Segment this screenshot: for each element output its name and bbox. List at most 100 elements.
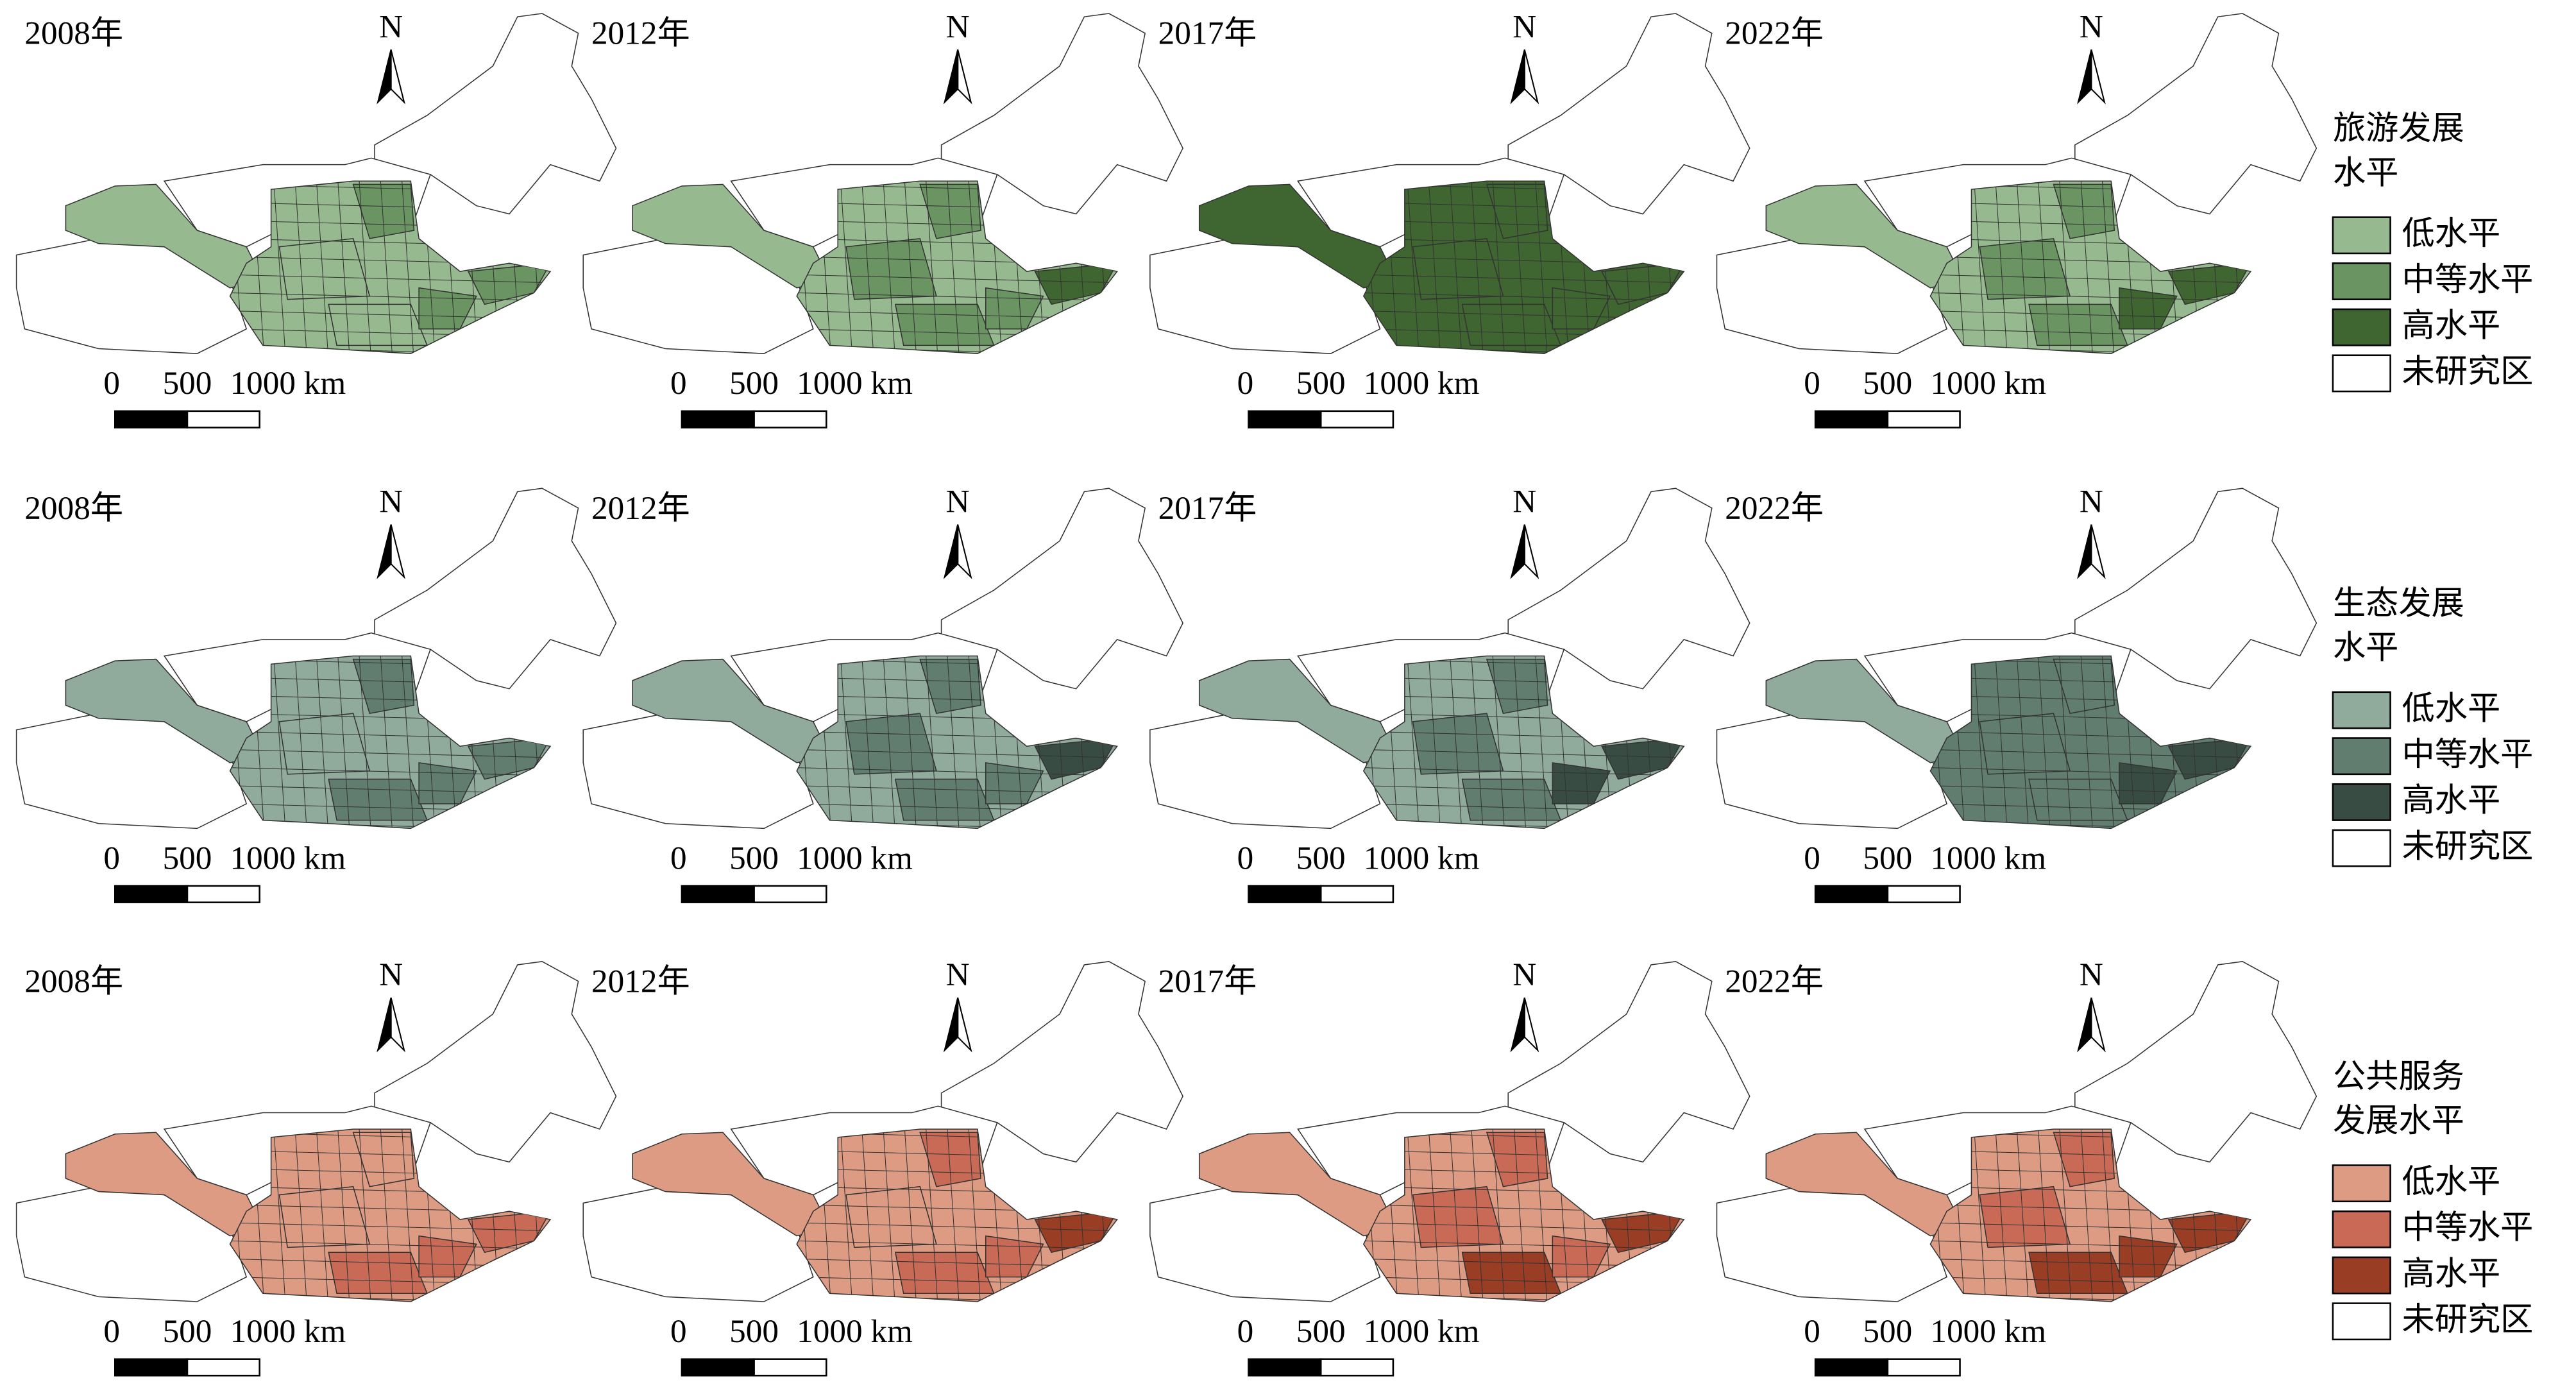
north-arrow: [957, 997, 972, 1053]
border-line: [230, 274, 551, 284]
border-line: [1363, 292, 1684, 302]
study-subregion: [1979, 713, 2071, 775]
border-line: [1405, 1129, 1420, 1302]
year-label: 2022年: [1725, 963, 1824, 999]
border-line: [1363, 749, 1684, 758]
border-line: [1534, 1129, 1548, 1302]
scale-bar: [186, 410, 260, 429]
map-panel: 2017年 N 0 500 1000 km: [1149, 956, 1750, 1377]
border-line: [1363, 767, 1684, 776]
scale-label: 0: [1804, 1313, 1820, 1350]
border-line: [230, 1222, 551, 1232]
unstudied-region: [374, 13, 617, 215]
border-line: [945, 1129, 960, 1302]
border-line: [357, 1129, 372, 1302]
legend-label: 高水平: [2402, 783, 2501, 819]
legend-swatch: [2332, 308, 2391, 346]
border-line: [797, 292, 1117, 302]
scale-label: 500: [729, 1313, 779, 1350]
border-line: [945, 181, 960, 354]
scale-label: 0: [1804, 365, 1820, 402]
scale-bar: [1319, 410, 1394, 429]
border-line: [1930, 749, 2251, 758]
north-arrow: [1523, 524, 1539, 579]
map-panel: 2008年 N 0 500 1000 km: [15, 8, 617, 429]
border-line: [400, 1129, 414, 1302]
study-subregion: [845, 713, 937, 775]
border-line: [400, 181, 414, 354]
border-line: [924, 1129, 938, 1302]
border-line: [1095, 181, 1110, 354]
border-line: [550, 656, 551, 829]
border-line: [1683, 181, 1684, 354]
unstudied-region: [1507, 488, 1750, 690]
border-line: [2079, 1129, 2094, 1302]
scale-label: 1000 km: [1930, 840, 2046, 876]
scale-label: 0: [670, 365, 687, 402]
study-region: [229, 1128, 552, 1302]
border-line: [1534, 181, 1548, 354]
year-label: 2022年: [1725, 490, 1824, 527]
scale-label: 500: [1296, 365, 1346, 402]
border-line: [2079, 181, 2094, 354]
border-line: [903, 1129, 917, 1302]
legend-swatch: [2332, 354, 2391, 393]
map-panel: 2022年 N 0 500 1000 km: [1716, 956, 2318, 1377]
border-line: [967, 1129, 981, 1302]
year-label: 2022年: [1725, 15, 1824, 52]
border-line: [2058, 181, 2072, 354]
scale-label: 500: [729, 365, 779, 402]
scale-label: 500: [163, 840, 212, 876]
map-panel: 2012年 N 0 500 1000 km: [582, 484, 1183, 903]
border-line: [1470, 656, 1484, 829]
north-label: N: [946, 956, 970, 993]
border-line: [839, 656, 853, 829]
border-line: [1491, 1129, 1505, 1302]
scale-bar: [186, 1358, 260, 1377]
unstudied-region: [940, 488, 1183, 690]
study-region: [1929, 1128, 2252, 1302]
scale-label: 1000 km: [1364, 1313, 1480, 1350]
map-panel: 2022年 N 0 500 1000 km: [1716, 8, 2318, 429]
prefecture-borders: [1363, 181, 1684, 354]
scale-bar: [1248, 1358, 1322, 1377]
study-subregion: [1412, 238, 1504, 300]
north-arrow: [1523, 49, 1539, 105]
border-line: [1930, 292, 2251, 302]
border-line: [2229, 1129, 2243, 1302]
scale-label: 500: [1296, 840, 1346, 876]
border-line: [797, 749, 1117, 758]
scale-bar: [1814, 410, 1889, 429]
border-line: [2079, 656, 2094, 829]
scale-bar: [1319, 1358, 1394, 1377]
scale-label: 0: [1804, 840, 1820, 876]
legend-title: 水平: [2333, 155, 2398, 191]
north-arrow: [1510, 997, 1525, 1053]
border-line: [529, 181, 543, 354]
scale-label: 1000 km: [797, 1313, 913, 1350]
border-line: [860, 1129, 875, 1302]
scale-label: 1000 km: [797, 365, 913, 402]
year-label: 2008年: [24, 490, 123, 527]
border-line: [357, 656, 372, 829]
legend-title: 发展水平: [2333, 1103, 2464, 1139]
scale-label: 1000 km: [1364, 365, 1480, 402]
scale-label: 1000 km: [230, 840, 346, 876]
study-region: [796, 1128, 1118, 1302]
year-label: 2017年: [1158, 963, 1257, 999]
north-arrow: [957, 49, 972, 105]
legend-swatch: [2332, 829, 2391, 867]
scale-bar: [1886, 410, 1961, 429]
border-line: [1513, 181, 1527, 354]
border-line: [2015, 656, 2029, 829]
legend-label: 低水平: [2402, 690, 2501, 727]
north-arrow: [943, 49, 959, 105]
scale-label: 0: [1237, 1313, 1254, 1350]
legend-swatch: [2332, 1256, 2391, 1295]
map-panel: 2012年 N 0 500 1000 km: [582, 8, 1183, 429]
scale-label: 0: [670, 840, 687, 876]
study-subregion: [2167, 1211, 2251, 1254]
year-label: 2017年: [1158, 15, 1257, 52]
border-line: [1534, 656, 1548, 829]
border-line: [550, 1129, 551, 1302]
